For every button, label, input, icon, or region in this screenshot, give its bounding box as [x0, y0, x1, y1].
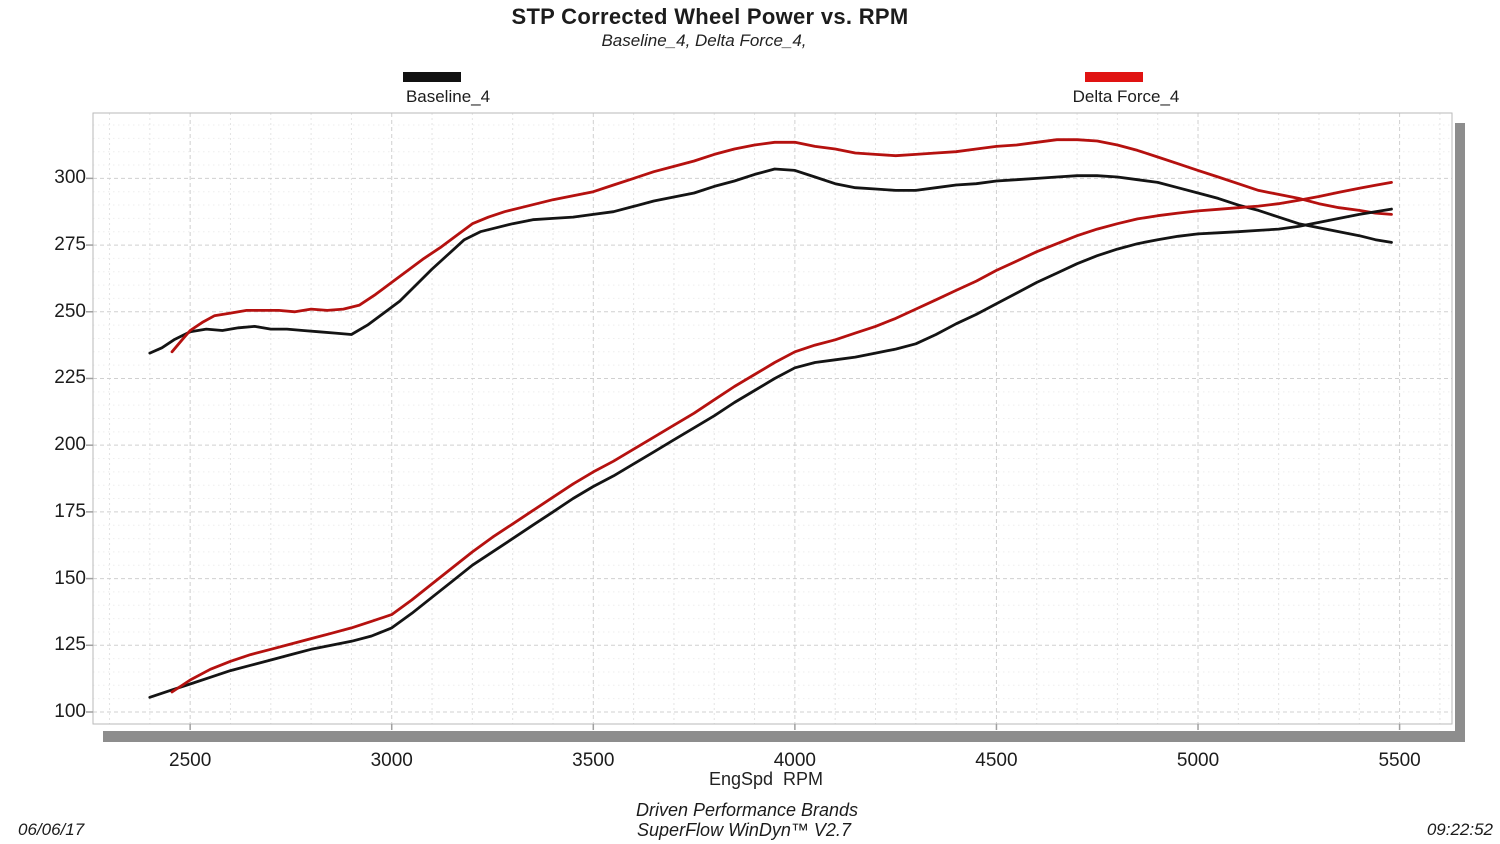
plot-shadow-right: [1455, 123, 1465, 742]
series-line-baseline_4_lower: [148, 207, 1393, 699]
legend-label-baseline: Baseline_4: [405, 87, 491, 106]
y-tick-label: 125: [54, 634, 86, 656]
report-date: 06/06/17: [18, 820, 85, 839]
y-tick-label: 225: [54, 367, 86, 389]
series-line-delta_force_4_upper: [170, 138, 1393, 354]
x-tick-label: 4000: [773, 750, 816, 771]
x-tick-label: 5000: [1176, 750, 1220, 771]
legend-swatch-delta-force: [1085, 72, 1143, 82]
report-time: 09:22:52: [1426, 820, 1493, 839]
y-tick-label: 200: [54, 434, 86, 456]
x-tick-label: 4500: [975, 750, 1018, 771]
page-title: STP Corrected Wheel Power vs. RPM: [511, 4, 909, 29]
y-tick-label: 275: [54, 234, 86, 256]
legend-label-delta-force: Delta Force_4: [1072, 87, 1180, 106]
y-tick-label: 150: [54, 567, 86, 589]
x-tick-label: 3000: [370, 750, 413, 771]
series-line-delta_force_4_lower: [170, 181, 1393, 694]
brand-line-1: Driven Performance Brands: [635, 800, 859, 820]
plot-frame: [92, 112, 1453, 725]
brand-line-2: SuperFlow WinDyn™ V2.7: [637, 820, 851, 840]
y-tick-label: 300: [54, 167, 86, 189]
x-tick-label: 3500: [572, 750, 615, 771]
chart-subtitle: Baseline_4, Delta Force_4,: [601, 31, 807, 50]
y-tick-label: 100: [54, 700, 86, 722]
x-tick-label: 2500: [169, 750, 212, 771]
plot-shadow-bottom: [103, 731, 1465, 742]
x-tick-label: 5500: [1378, 750, 1421, 771]
x-axis-title: EngSpd RPM: [708, 769, 824, 789]
y-tick-label: 175: [54, 500, 86, 522]
legend-swatch-baseline: [403, 72, 461, 82]
series-line-baseline_4_upper: [148, 167, 1393, 355]
y-tick-label: 250: [54, 300, 86, 322]
